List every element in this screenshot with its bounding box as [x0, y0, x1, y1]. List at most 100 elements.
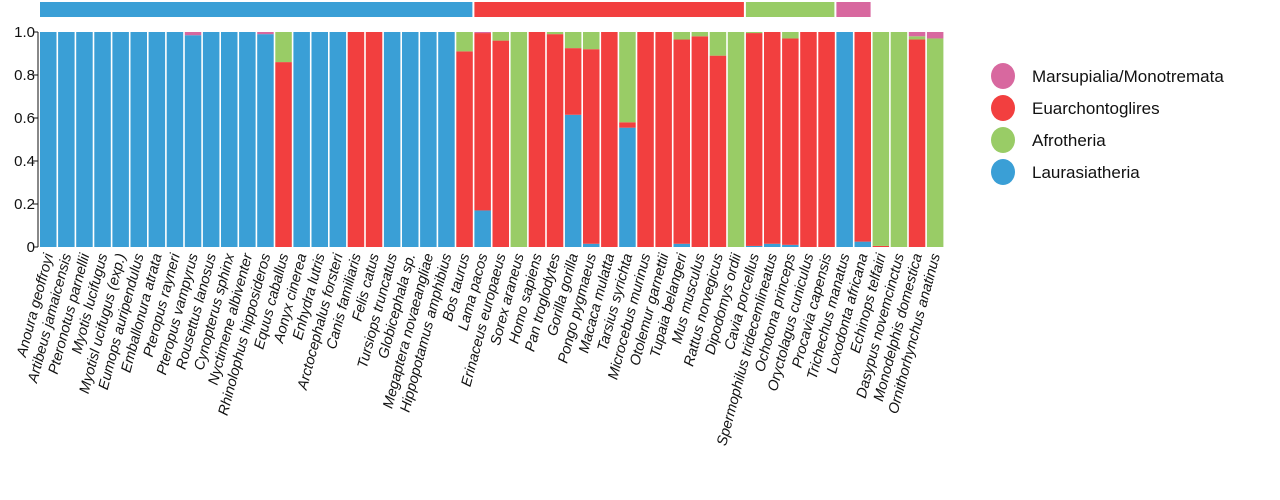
bar-lama-pacos-marsupialia-monotremata [474, 32, 491, 34]
bar-rousettus-lanosus-laurasiatheria [202, 32, 220, 247]
y-tick-label: 0.8 [14, 67, 35, 84]
bar-rhinolophus-hipposideros-laurasiatheria [257, 34, 274, 248]
bar-myotisl-ucifugus-exp-laurasiatheria [112, 32, 129, 247]
bar-mus-musculus-afrotheria [691, 32, 709, 37]
bar-arctocephalus-forsteri-laurasiatheria [329, 32, 347, 247]
bar-pteropus-vampyrus-laurasiatheria [184, 35, 202, 247]
bar-ochotona-princeps-laurasiatheria [782, 244, 799, 247]
bar-loxodonta-africana-euarchontoglires [854, 32, 871, 242]
group-band-euarchontoglires [474, 2, 744, 17]
bar-myotis-lucifugus-laurasiatheria [94, 32, 111, 247]
bar-anoura-geoffroyi-laurasiatheria [40, 32, 57, 247]
bar-homo-sapiens-euarchontoglires [528, 32, 546, 247]
bar-mus-musculus-euarchontoglires [691, 36, 709, 247]
bar-nyctimene-albiventer-laurasiatheria [239, 32, 256, 247]
bar-oryctolagus-cuniculus-euarchontoglires [800, 32, 817, 247]
bar-gorilla-gorilla-afrotheria [564, 32, 582, 49]
legend-swatch-afrotheria [991, 127, 1015, 153]
bar-spermophilus-tridecemlineatus-euarchontoglires [764, 32, 781, 244]
bar-pteropus-rayneri-laurasiatheria [166, 32, 184, 247]
group-band-marsupialia-monotremata [836, 2, 871, 17]
bar-eumops-auripendulus-laurasiatheria [130, 32, 147, 247]
bar-ornithorhynchus-anatinus-afrotheria [926, 38, 944, 248]
y-tick-label: 0 [27, 239, 35, 256]
bar-tupaia-belangeri-afrotheria [673, 32, 690, 40]
bar-pongo-pygmaeus-afrotheria [583, 32, 600, 50]
bar-trichechus-manatus-laurasiatheria [836, 32, 853, 247]
y-tick-label: 0.6 [14, 110, 35, 127]
bar-globicephala-sp-laurasiatheria [402, 32, 419, 247]
bar-rattus-norvegicus-euarchontoglires [709, 55, 727, 248]
group-bands [40, 2, 871, 17]
bar-dasypus-novemcinctus-afrotheria [890, 32, 908, 247]
bar-artibeus-jamaicensis-laurasiatheria [58, 32, 75, 247]
bar-canis-familiaris-euarchontoglires [347, 32, 365, 247]
bar-gorilla-gorilla-laurasiatheria [564, 114, 582, 247]
bar-bos-taurus-euarchontoglires [456, 51, 473, 247]
legend-label-marsupialia-monotremata: Marsupialia/Monotremata [1032, 67, 1224, 86]
bar-monodelphis-domestica-afrotheria [908, 36, 926, 40]
bar-lama-pacos-euarchontoglires [474, 33, 491, 211]
bar-monodelphis-domestica-marsupialia-monotremata [908, 32, 926, 37]
bar-felis-catus-euarchontoglires [365, 32, 383, 247]
bar-hippopotamus-amphibius-laurasiatheria [438, 32, 455, 247]
bar-procavia-capensis-euarchontoglires [818, 32, 835, 247]
bar-pongo-pygmaeus-laurasiatheria [583, 243, 600, 247]
bar-gorilla-gorilla-euarchontoglires [564, 48, 582, 115]
bar-erinaceus-europaeus-euarchontoglires [492, 40, 509, 247]
bar-echinops-telfairi-euarchontoglires [872, 245, 890, 247]
bar-enhydra-lutris-laurasiatheria [311, 32, 328, 247]
bar-cavia-porcellus-euarchontoglires [745, 33, 763, 246]
bar-equus-caballus-afrotheria [275, 32, 292, 63]
bar-cynopterus-sphinx-laurasiatheria [221, 32, 238, 247]
bar-pongo-pygmaeus-euarchontoglires [583, 49, 600, 244]
y-tick-label: 0.2 [14, 196, 35, 213]
legend-label-afrotheria: Afrotheria [1032, 131, 1106, 150]
bar-cavia-porcellus-laurasiatheria [745, 245, 763, 247]
bar-monodelphis-domestica-euarchontoglires [908, 39, 926, 247]
bar-pteronotus-parnellii-laurasiatheria [76, 32, 93, 247]
bar-microcebus-murinus-euarchontoglires [637, 32, 654, 247]
bar-spermophilus-tridecemlineatus-laurasiatheria [764, 243, 781, 247]
group-band-laurasiatheria [40, 2, 473, 17]
bar-pan-troglodytes-euarchontoglires [546, 34, 564, 248]
bar-ochotona-princeps-afrotheria [782, 32, 799, 39]
bar-emballonura-atrata-laurasiatheria [148, 32, 166, 247]
bar-lama-pacos-laurasiatheria [474, 210, 491, 247]
y-tick-label: 1.0 [14, 24, 35, 41]
bar-dipodomys-ordii-afrotheria [727, 32, 745, 247]
bar-tarsius-syrichta-afrotheria [619, 32, 636, 123]
bar-equus-caballus-euarchontoglires [275, 62, 292, 247]
bar-tarsius-syrichta-laurasiatheria [619, 127, 636, 247]
bar-tarsius-syrichta-euarchontoglires [619, 122, 636, 128]
bar-rattus-norvegicus-afrotheria [709, 32, 727, 56]
bar-otolemur-garnettii-euarchontoglires [655, 32, 672, 247]
bar-tupaia-belangeri-laurasiatheria [673, 243, 690, 247]
bar-aonyx-cinerea-laurasiatheria [293, 32, 310, 247]
legend-swatch-laurasiatheria [991, 159, 1015, 185]
bar-echinops-telfairi-afrotheria [872, 32, 890, 246]
legend: Marsupialia/Monotremata Euarchontoglires A… [991, 63, 1224, 185]
y-tick-label: 0.4 [14, 153, 35, 170]
bar-loxodonta-africana-laurasiatheria [854, 241, 871, 248]
bar-macaca-mulatta-euarchontoglires [601, 32, 618, 247]
bar-pteropus-vampyrus-marsupialia-monotremata [184, 32, 202, 36]
group-band-afrotheria [745, 2, 835, 17]
bar-ochotona-princeps-euarchontoglires [782, 38, 799, 245]
bars [40, 32, 944, 248]
bar-tursiops-truncatus-laurasiatheria [383, 32, 401, 247]
bar-sorex-araneus-afrotheria [510, 32, 528, 247]
bar-cavia-porcellus-afrotheria [745, 32, 763, 34]
bar-tupaia-belangeri-euarchontoglires [673, 39, 690, 244]
bar-rhinolophus-hipposideros-marsupialia-monotremata [257, 32, 274, 35]
y-axis: 0 0.2 0.4 0.6 0.8 1.0 [14, 24, 39, 256]
bar-pan-troglodytes-afrotheria [546, 32, 564, 35]
legend-swatch-marsupialia-monotremata [991, 63, 1015, 89]
bar-megaptera-novaeangliae-laurasiatheria [420, 32, 437, 247]
legend-label-laurasiatheria: Laurasiatheria [1032, 163, 1140, 182]
legend-label-euarchontoglires: Euarchontoglires [1032, 99, 1160, 118]
bar-erinaceus-europaeus-afrotheria [492, 32, 509, 41]
legend-swatch-euarchontoglires [991, 95, 1015, 121]
